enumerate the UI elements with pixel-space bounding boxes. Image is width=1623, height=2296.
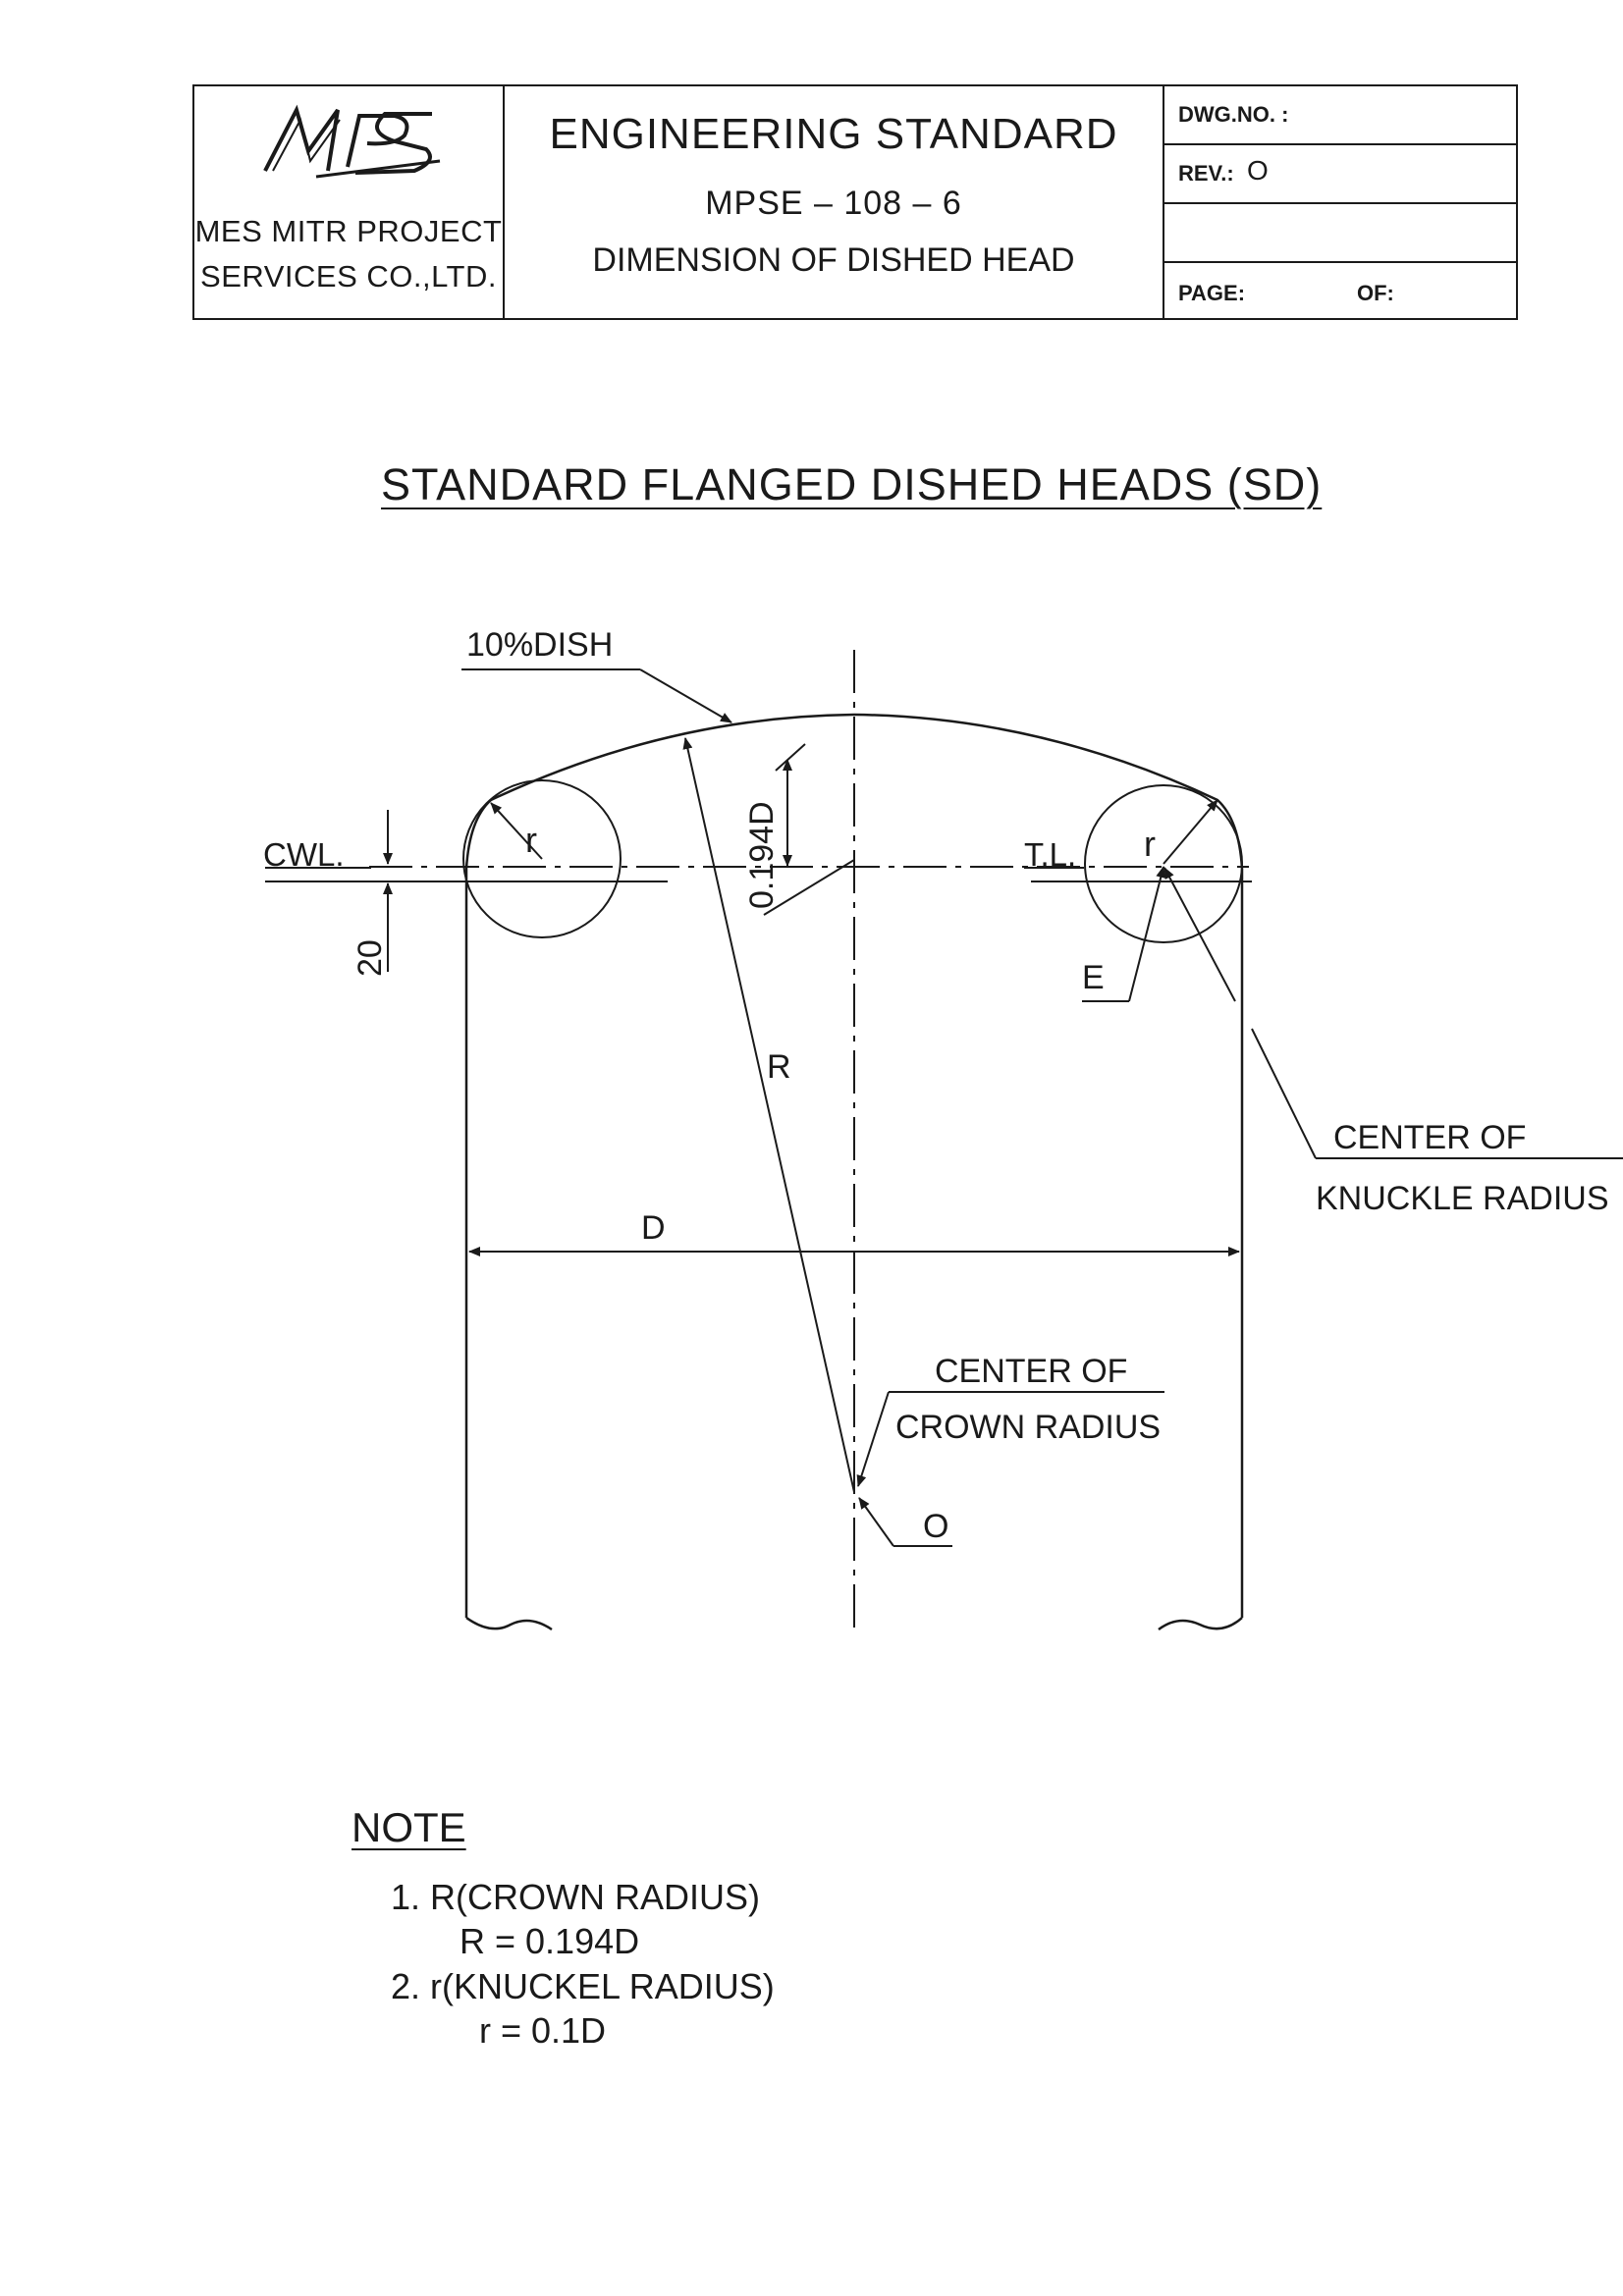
page-label: PAGE: [1178, 281, 1246, 305]
cwl-label: CWL. [263, 836, 345, 873]
knuckle-radius-left [490, 802, 543, 860]
offset-label: 20 [352, 939, 389, 977]
title-block: MES MITR PROJECT SERVICES CO.,LTD. ENGIN… [192, 84, 1518, 320]
break-line-right [1158, 1617, 1243, 1631]
crown-center-label-line2: CROWN RADIUS [895, 1409, 1161, 1446]
knuckle-center-label-line2: KNUCKLE RADIUS [1316, 1180, 1609, 1217]
dwg-no-label: DWG.NO. : [1178, 102, 1289, 127]
note-item-1: 1. R(CROWN RADIUS) [391, 1877, 760, 1917]
crown-center-label-line1: CENTER OF [935, 1353, 1127, 1390]
standard-heading: ENGINEERING STANDARD [549, 110, 1118, 158]
knuckle-center-leader-a [1163, 867, 1236, 1002]
height-label: 0.194D [743, 801, 781, 909]
crown-radius-label: R [767, 1048, 791, 1086]
crown-center-leader [856, 1391, 890, 1487]
origin-leader [858, 1497, 894, 1547]
knuckle-center-label-line1: CENTER OF [1333, 1119, 1526, 1156]
note-formula-1: R = 0.194D [460, 1921, 640, 1961]
knuckle-circle-left [462, 779, 622, 938]
standard-subject: DIMENSION OF DISHED HEAD [592, 241, 1075, 279]
break-line-left [465, 1616, 553, 1631]
crown-radius-line [682, 737, 855, 1493]
rev-label: REV.: [1178, 161, 1234, 186]
company-cell: MES MITR PROJECT SERVICES CO.,LTD. [194, 86, 505, 318]
dwg-no-row: DWG.NO. : [1164, 86, 1516, 145]
company-name-line1: MES MITR PROJECT [194, 214, 503, 248]
dish-leader-diagonal [639, 668, 732, 723]
knuckle-circle-right [1084, 784, 1243, 943]
knuckle-radius-label-left: r [525, 820, 537, 860]
revision-cell: DWG.NO. : REV.: O PAGE: OF: [1164, 86, 1516, 318]
height-ext-top [775, 743, 806, 772]
e-leader-diagonal [1128, 866, 1166, 1002]
rev-row: REV.: O [1164, 145, 1516, 204]
company-logo [263, 104, 441, 179]
knuckle-center-leader-b [1251, 1028, 1317, 1159]
e-label: E [1082, 959, 1105, 996]
knuckle-radius-label-right: r [1144, 824, 1156, 864]
height-ext-bottom [763, 859, 855, 916]
rev-value: O [1247, 155, 1269, 186]
standard-cell: ENGINEERING STANDARD MPSE – 108 – 6 DIME… [505, 86, 1164, 318]
note-item-2: 2. r(KNUCKEL RADIUS) [391, 1966, 775, 2006]
blank-row [1164, 204, 1516, 263]
note-formula-2: r = 0.1D [479, 2010, 607, 2051]
diameter-label: D [641, 1209, 666, 1247]
sheet-title: STANDARD FLANGED DISHED HEADS (SD) [381, 459, 1323, 509]
knuckle-radius-right [1163, 799, 1218, 865]
note-heading: NOTE [352, 1804, 466, 1850]
company-name-line2: SERVICES CO.,LTD. [200, 259, 497, 294]
of-label: OF: [1357, 281, 1394, 305]
standard-number: MPSE – 108 – 6 [705, 185, 962, 222]
tl-label: T.L. [1024, 836, 1076, 873]
page-row: PAGE: OF: [1164, 263, 1516, 318]
dish-label: 10%DISH [466, 626, 613, 664]
origin-label: O [923, 1508, 948, 1545]
